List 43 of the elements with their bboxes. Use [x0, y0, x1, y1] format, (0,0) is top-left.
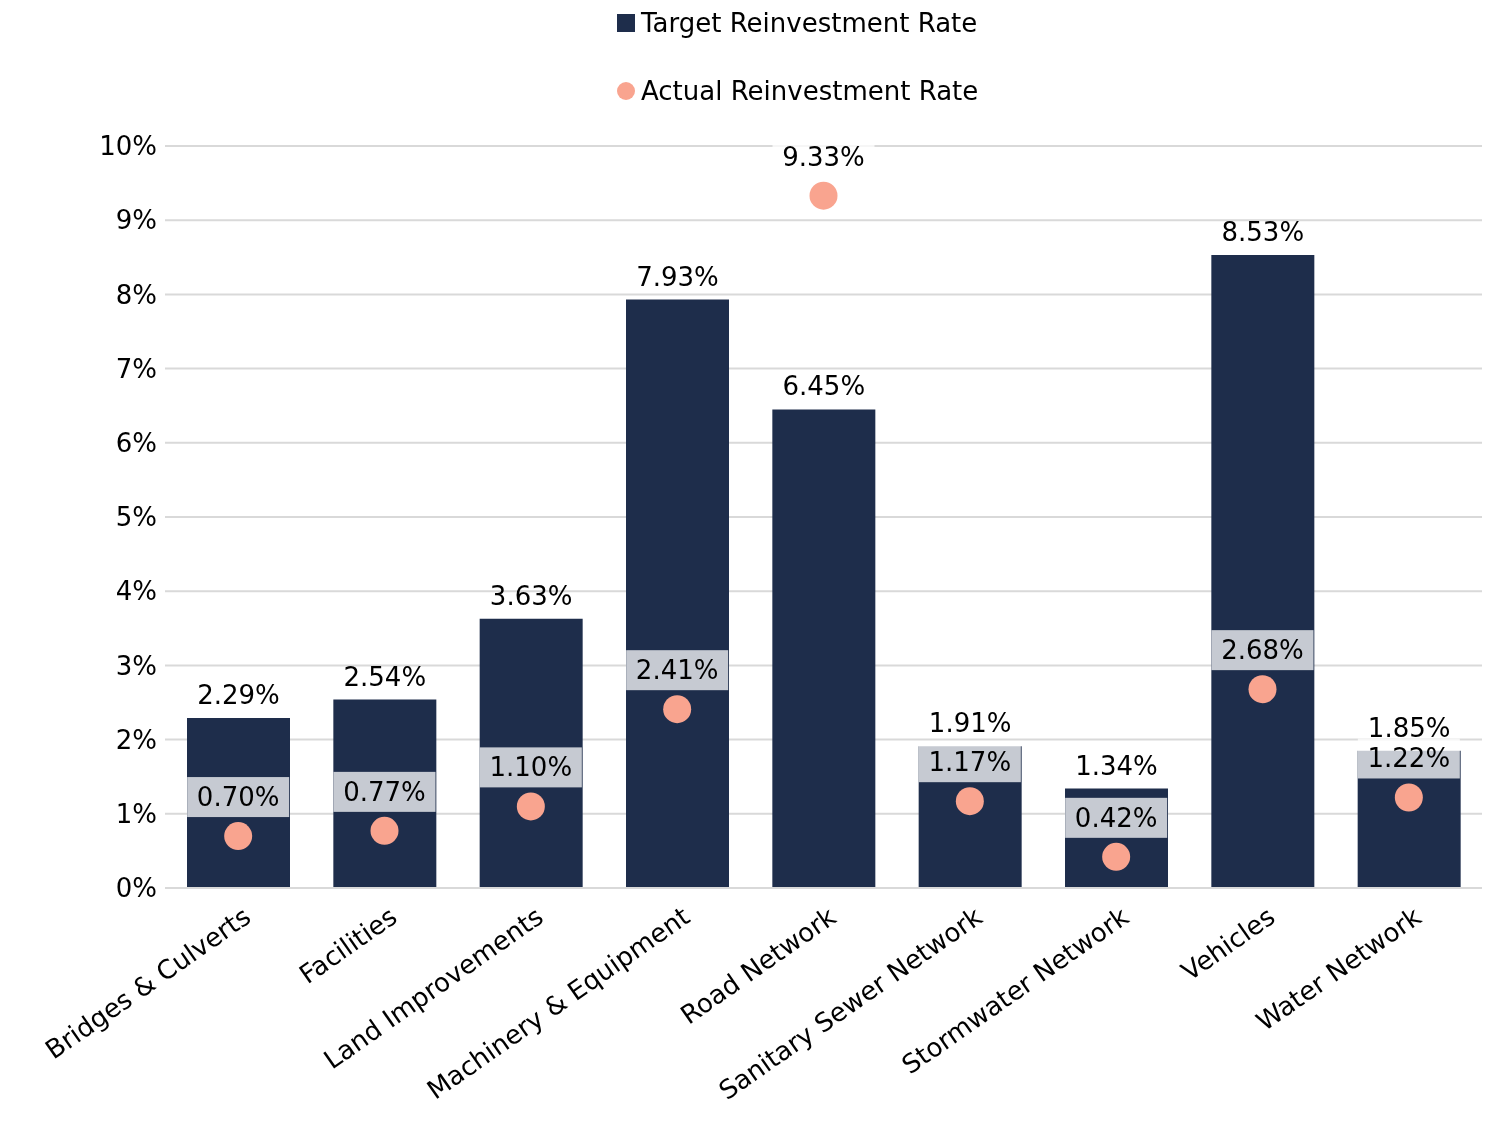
- data-label: 3.63%: [489, 580, 573, 611]
- data-label: 0.70%: [196, 782, 280, 813]
- data-label: 8.53%: [1221, 217, 1305, 248]
- data-label: 9.33%: [782, 141, 865, 172]
- data-label: 2.68%: [1221, 635, 1304, 666]
- data-label: 0.77%: [343, 776, 426, 807]
- y-tick-label: 4%: [115, 576, 157, 607]
- point: [370, 816, 399, 845]
- point: [809, 181, 838, 210]
- bar: [626, 299, 729, 888]
- data-label: 1.85%: [1367, 712, 1451, 743]
- y-tick-label: 10%: [99, 131, 157, 162]
- point: [224, 822, 253, 851]
- point: [663, 695, 692, 724]
- data-label: 6.45%: [782, 371, 866, 402]
- y-tick-label: 0%: [115, 873, 157, 904]
- data-label: 1.34%: [1075, 750, 1158, 781]
- data-label: 0.42%: [1074, 802, 1158, 833]
- data-label: 1.17%: [928, 747, 1012, 778]
- y-tick-label: 2%: [115, 724, 157, 755]
- point: [1102, 842, 1131, 871]
- data-label: 1.22%: [1367, 743, 1451, 774]
- y-tick-label: 3%: [115, 650, 157, 681]
- data-label: 2.29%: [197, 680, 280, 711]
- data-label: 1.91%: [928, 708, 1012, 739]
- point: [1394, 783, 1423, 812]
- data-label: 2.54%: [343, 661, 427, 692]
- point: [516, 792, 545, 821]
- y-tick-label: 9%: [115, 205, 157, 236]
- y-tick-label: 7%: [115, 353, 157, 384]
- legend-label: Actual Reinvestment Rate: [641, 76, 979, 106]
- y-tick-label: 1%: [115, 799, 157, 830]
- data-label: 7.93%: [636, 261, 719, 292]
- point: [1248, 675, 1277, 704]
- bar: [772, 409, 876, 888]
- legend-label: Target Reinvestment Rate: [641, 8, 978, 38]
- y-tick-label: 5%: [115, 502, 157, 533]
- point: [955, 787, 984, 816]
- y-tick-label: 8%: [115, 279, 157, 310]
- data-label: 2.41%: [635, 655, 719, 686]
- bar: [1211, 255, 1315, 888]
- data-label: 1.10%: [489, 752, 573, 783]
- y-tick-label: 6%: [115, 428, 157, 459]
